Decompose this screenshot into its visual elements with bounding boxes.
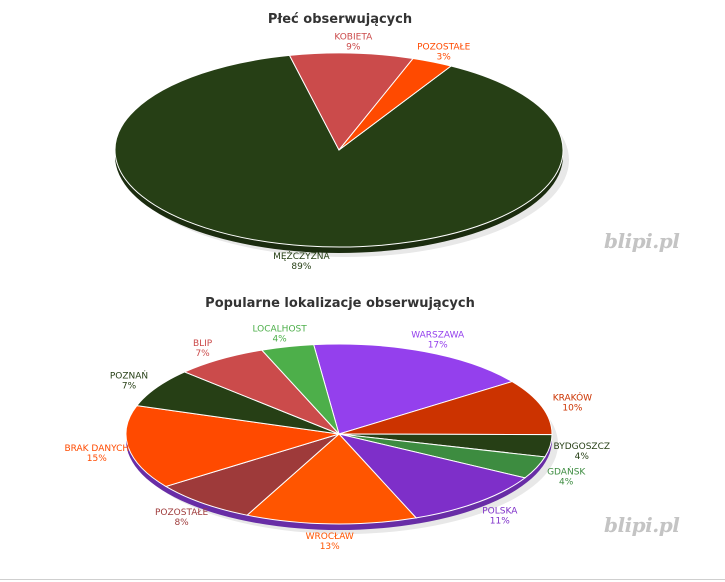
slice-label-poznan: POZNAŃ: [110, 370, 148, 382]
pie-slice-pozostale[interactable]: [338, 57, 453, 151]
pie-slice-krakow[interactable]: [338, 381, 553, 436]
slice-percent-pozostale: 8%: [174, 518, 189, 528]
slice-percent-bydgoszcz: 4%: [575, 452, 590, 462]
slice-percent-kobieta: 9%: [346, 43, 361, 53]
slice-label-wroclaw: WROCŁAW: [306, 532, 354, 542]
slice-label-pozostale: POZOSTAŁE: [155, 508, 208, 518]
slice-percent-poznan: 7%: [122, 382, 137, 392]
slice-label-krakow: KRAKÓW: [553, 392, 592, 404]
slice-label-kobieta: KOBIETA: [334, 33, 373, 43]
slice-label-blip: BLIP: [193, 339, 213, 349]
chart-title-gender: Płeć obserwujących: [267, 12, 413, 27]
slice-label-gdansk: GDAŃSK: [547, 465, 586, 477]
footer-divider: [0, 579, 725, 580]
pie-chart-locations: WARSZAWA17%KRAKÓW10%BYDGOSZCZ4%GDAŃSK4%P…: [64, 325, 610, 552]
slice-percent-krakow: 10%: [562, 404, 582, 414]
pie-slice-mezczyzna[interactable]: [114, 54, 564, 248]
slice-label-pozostale: POZOSTAŁE: [417, 42, 470, 52]
slice-label-warszawa: WARSZAWA: [411, 330, 465, 340]
pie-slice-kobieta[interactable]: [288, 52, 415, 151]
slice-label-brak-danych: BRAK DANYCH: [64, 444, 129, 454]
slice-label-localhost: LOCALHOST: [252, 325, 307, 335]
slice-label-polska: POLSKA: [482, 507, 518, 517]
watermark-logo: blipi.pl: [604, 513, 680, 537]
slice-percent-polska: 11%: [490, 517, 510, 527]
slice-percent-brak-danych: 15%: [87, 454, 107, 464]
pie-slice-pozostale[interactable]: [164, 433, 340, 516]
pie-slice-localhost[interactable]: [260, 344, 340, 435]
slice-percent-gdansk: 4%: [559, 477, 574, 487]
slice-percent-wroclaw: 13%: [320, 542, 340, 552]
slice-label-bydgoszcz: BYDGOSZCZ: [554, 442, 611, 452]
pie-slice-warszawa[interactable]: [313, 343, 514, 435]
slice-percent-pozostale: 3%: [437, 52, 452, 62]
slice-label-mezczyzna: MĘŻCZYZNA: [273, 251, 330, 262]
pie-slice-brak-danych[interactable]: [125, 405, 340, 487]
pie-slice-wroclaw[interactable]: [245, 433, 418, 525]
chart-title-locations: Popularne lokalizacje obserwujących: [205, 296, 475, 311]
pie-slice-polska[interactable]: [337, 433, 527, 519]
slice-percent-mezczyzna: 89%: [291, 262, 311, 272]
slice-percent-warszawa: 17%: [428, 340, 448, 350]
slice-percent-blip: 7%: [195, 349, 210, 359]
watermark-logo: blipi.pl: [604, 229, 680, 253]
slice-percent-localhost: 4%: [272, 335, 287, 345]
